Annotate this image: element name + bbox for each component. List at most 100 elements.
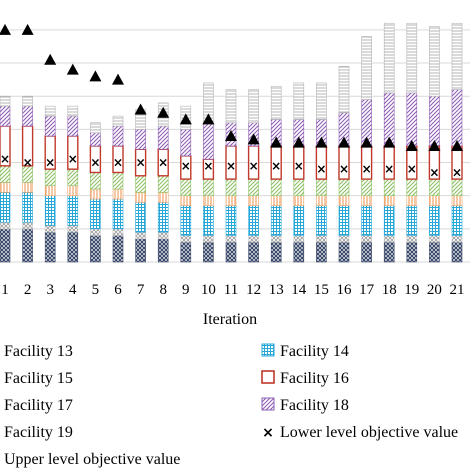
legend-label: Facility 13 xyxy=(4,343,73,360)
bar-segment-facility-13 xyxy=(361,235,372,243)
bar-segment-facility-14 xyxy=(270,205,282,236)
bar-segment-facility-13 xyxy=(383,235,395,243)
bar-segment-facility-19 xyxy=(451,22,463,90)
bar-segment-facility-15 xyxy=(293,195,305,206)
bar-segment-facility-17 xyxy=(67,168,79,187)
bar-segment-facility-12 xyxy=(135,238,146,263)
upper-level-marker xyxy=(338,136,350,148)
bar-segment-facility-19 xyxy=(338,66,350,114)
lower-level-marker: × xyxy=(0,152,10,166)
lower-level-marker: × xyxy=(407,162,417,176)
x-tick-labels: 1 2 3 4 5 6 7 8 9 10 11 12 13 14 15 16 17 18 19 20 21 xyxy=(1,282,464,298)
bar-segment-facility-12 xyxy=(270,241,282,263)
bar-segment-facility-12 xyxy=(112,235,124,263)
bar-segment-facility-14 xyxy=(383,205,395,236)
lower-level-marker: × xyxy=(271,159,281,173)
bar-segment-facility-19 xyxy=(22,95,33,107)
bar-segment-facility-18 xyxy=(90,132,101,147)
bar-segment-facility-19 xyxy=(90,122,101,133)
bar-segment-facility-19 xyxy=(112,115,124,127)
upper-level-marker xyxy=(44,53,57,65)
bar-segment-facility-18 xyxy=(67,115,79,137)
bar-segment-facility-15 xyxy=(338,195,350,206)
bar-segment-facility-17 xyxy=(112,172,124,190)
bar-segment-facility-13 xyxy=(270,235,282,243)
upper-level-marker xyxy=(315,136,328,148)
x-tick-label: 11 xyxy=(224,282,238,298)
bar-segment-facility-15 xyxy=(270,195,282,206)
bar-segment-facility-17 xyxy=(429,178,440,196)
x-tick-label: 6 xyxy=(114,282,122,298)
bar-segment-facility-15 xyxy=(248,195,259,206)
markers: × × × × × × × × × × × × × × × × × × × × × xyxy=(0,23,463,179)
legend-swatch xyxy=(261,397,275,411)
x-tick-label: 5 xyxy=(92,282,100,298)
bar-segment-facility-12 xyxy=(429,241,440,263)
x-tick-label: 2 xyxy=(24,282,32,298)
bar-segment-facility-15 xyxy=(361,195,372,206)
bar-segment-facility-15 xyxy=(406,195,418,206)
bar-segment-facility-14 xyxy=(90,198,101,230)
upper-level-marker xyxy=(225,130,237,141)
upper-level-marker xyxy=(66,63,79,75)
legend-swatch xyxy=(261,370,275,384)
bar-segment-facility-14 xyxy=(361,205,372,236)
bar-segment-facility-12 xyxy=(248,241,259,263)
upper-level-marker xyxy=(157,106,170,118)
bar-segment-facility-12 xyxy=(451,241,463,263)
bar-segment-facility-18 xyxy=(157,125,169,150)
bar-segment-facility-12 xyxy=(383,241,395,263)
lower-level-marker: × xyxy=(249,159,259,173)
bar-segment-facility-17 xyxy=(451,178,463,196)
bar-segment-facility-15 xyxy=(316,195,327,206)
upper-level-marker xyxy=(360,136,373,148)
bar-segment-facility-15 xyxy=(67,185,79,196)
upper-level-marker xyxy=(451,139,463,151)
bar-segment-facility-15 xyxy=(157,192,169,203)
lower-level-marker: × xyxy=(45,156,55,170)
bar-segment-facility-13 xyxy=(67,225,79,233)
lower-level-marker: × xyxy=(181,159,191,173)
bar-segment-facility-12 xyxy=(90,235,101,263)
bar-segment-facility-17 xyxy=(0,165,11,183)
bar-segment-facility-18 xyxy=(112,125,124,147)
bar-segment-facility-17 xyxy=(203,178,214,196)
bar-segment-facility-18 xyxy=(451,89,463,147)
bar-segment-facility-17 xyxy=(180,178,192,196)
bar-segment-facility-13 xyxy=(203,235,214,243)
bars xyxy=(0,22,463,263)
bar-segment-facility-19 xyxy=(406,22,418,94)
bar-segment-facility-13 xyxy=(90,228,101,236)
x-tick-label: 16 xyxy=(337,282,353,298)
bar-segment-facility-19 xyxy=(67,105,79,117)
lower-level-marker: × xyxy=(68,152,78,166)
bar-segment-facility-14 xyxy=(429,205,440,236)
lower-level-marker: × xyxy=(429,165,439,179)
bar-segment-facility-13 xyxy=(135,231,146,240)
bar-segment-facility-17 xyxy=(157,175,169,193)
bar-segment-facility-18 xyxy=(22,105,33,127)
bar-segment-facility-19 xyxy=(270,85,282,120)
x-tick-label: 4 xyxy=(69,282,77,298)
bar-segment-facility-13 xyxy=(22,221,33,230)
bar-segment-facility-14 xyxy=(180,205,192,236)
bar-segment-facility-13 xyxy=(338,235,350,243)
lower-level-marker: × xyxy=(158,156,168,170)
upper-level-marker xyxy=(270,136,283,148)
lower-level-marker: × xyxy=(136,156,146,170)
upper-level-marker xyxy=(202,113,215,125)
bar-segment-facility-12 xyxy=(338,241,350,263)
bar-segment-facility-13 xyxy=(180,235,192,243)
bar-segment-facility-14 xyxy=(112,198,124,230)
upper-level-marker xyxy=(179,113,192,125)
bar-segment-facility-12 xyxy=(225,241,237,263)
legend-swatch xyxy=(261,343,275,357)
bar-segment-facility-19 xyxy=(0,95,11,107)
bar-segment-facility-12 xyxy=(0,228,11,263)
bar-segment-facility-19 xyxy=(225,89,237,124)
bar-segment-facility-15 xyxy=(22,182,33,193)
x-tick-label: 3 xyxy=(46,282,54,298)
bar-segment-facility-13 xyxy=(406,235,418,243)
bar-segment-facility-18 xyxy=(203,122,214,160)
bar-segment-facility-12 xyxy=(67,231,79,263)
